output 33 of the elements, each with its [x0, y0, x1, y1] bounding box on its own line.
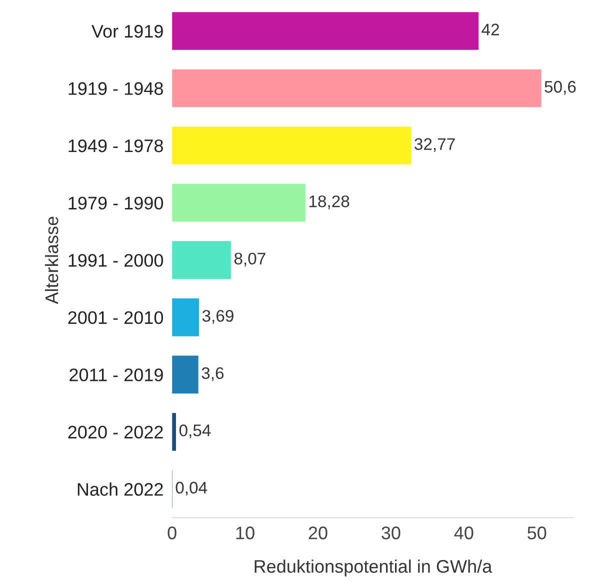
x-tick-label: 0 [168, 526, 176, 540]
x-tick-label: 40 [454, 526, 474, 540]
data-label: 32,77 [414, 138, 455, 152]
x-tick-label: 10 [236, 526, 254, 540]
x-tick-label: 20 [308, 526, 328, 540]
data-label: 42 [482, 24, 499, 36]
y-tick-label: 1949 - 1978 [68, 139, 163, 152]
bar [172, 356, 198, 394]
bar [172, 298, 199, 336]
bar [172, 69, 542, 108]
x-tick-label: 50 [528, 526, 546, 540]
data-label: 0,04 [176, 482, 208, 496]
y-tick-label: Vor 1919 [92, 24, 163, 38]
y-tick-label: 2020 - 2022 [68, 426, 163, 439]
y-tick-label: 1991 - 2000 [68, 254, 164, 267]
bar [172, 126, 412, 164]
data-label: 3,6 [202, 367, 224, 382]
y-tick-label: 2001 - 2010 [68, 311, 164, 324]
data-label: 0,54 [179, 424, 211, 438]
data-label: 50,6 [544, 80, 576, 95]
x-tick-label: 30 [382, 526, 400, 540]
y-tick-label: 2011 - 2019 [70, 368, 163, 382]
bar [172, 184, 306, 222]
data-label: 8,07 [234, 252, 266, 266]
y-tick-label: 1979 - 1990 [68, 196, 164, 210]
y-axis-title: Alterklasse [44, 216, 58, 304]
x-axis-title: Reduktionspotential in GWh/a [254, 560, 492, 576]
y-tick-label: Nach 2022 [78, 482, 163, 496]
data-label: 18,28 [309, 195, 350, 210]
bar [172, 12, 478, 50]
data-label: 3,69 [202, 310, 234, 324]
y-tick-label: 1919 - 1948 [68, 82, 163, 95]
bar [172, 241, 231, 279]
